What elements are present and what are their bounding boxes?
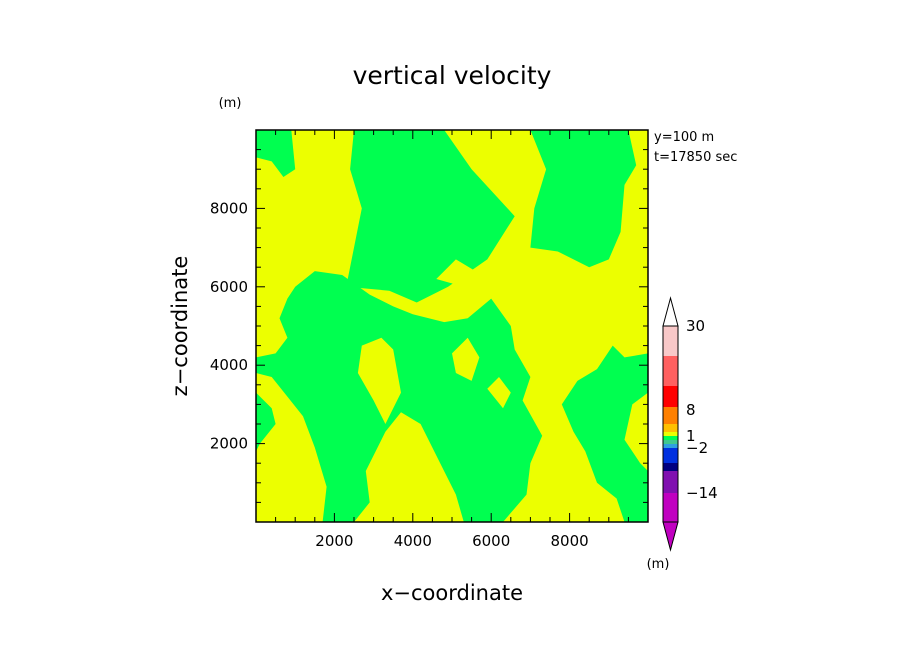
x-tick-label: 2000 <box>315 532 353 550</box>
colorbar-label: 1 <box>686 427 696 445</box>
colorbar-label: −14 <box>686 484 718 502</box>
colorbar-band-1 <box>663 356 678 386</box>
colorbar-band-3 <box>663 407 678 424</box>
green-region-1 <box>530 130 637 268</box>
colorbar-band-0 <box>663 326 678 356</box>
chart-title: vertical velocity <box>353 61 552 90</box>
colorbar-band-6 <box>663 436 678 440</box>
colorbar-band-12 <box>663 493 678 522</box>
yellow-region-3 <box>436 259 476 287</box>
x-tick-label: 8000 <box>551 532 589 550</box>
yellow-region-4 <box>377 435 401 471</box>
colorbar-band-9 <box>663 448 678 463</box>
x-tick-label: 4000 <box>394 532 432 550</box>
yellow-region-2 <box>487 377 511 409</box>
yellow-region-1 <box>452 337 480 381</box>
heatmap-field <box>256 130 648 522</box>
colorbar-band-5 <box>663 432 678 436</box>
colorbar-bottom-extension <box>662 521 679 552</box>
annotation-t: t=17850 sec <box>654 150 737 165</box>
y-tick-label: 8000 <box>210 199 248 217</box>
y-tick-label: 6000 <box>210 278 248 296</box>
field-cells <box>256 130 648 522</box>
colorbar: 30 8 1−2 −14 <box>662 296 718 552</box>
colorbar-band-4 <box>663 424 678 432</box>
green-region-4 <box>561 345 648 522</box>
colorbar-frame <box>662 325 679 523</box>
colorbar-band-11 <box>663 471 678 493</box>
yellow-region-0 <box>357 337 401 424</box>
x-axis-ticks: 2000 4000 6000 8000 <box>275 130 629 550</box>
colorbar-label: 8 <box>686 401 696 419</box>
colorbar-band-10 <box>663 463 678 471</box>
y-tick-label: 2000 <box>210 435 248 453</box>
green-region-6 <box>256 130 264 138</box>
colorbar-top-extension <box>662 296 679 327</box>
colorbar-band-2 <box>663 386 678 407</box>
green-region-2 <box>256 130 296 177</box>
y-unit-label: (m) <box>219 96 242 111</box>
x-axis-label: x−coordinate <box>381 581 523 605</box>
colorbar-band-8 <box>663 444 678 448</box>
green-region-0 <box>346 130 515 303</box>
y-axis-label: z−coordinate <box>168 256 192 397</box>
colorbar-unit-label: (m) <box>647 557 670 572</box>
y-tick-label: 4000 <box>210 356 248 374</box>
colorbar-label: −2 <box>686 439 708 457</box>
annotation-y: y=100 m <box>654 130 714 145</box>
y-axis-ticks: 2000 4000 6000 8000 <box>210 149 648 503</box>
green-region-3 <box>256 271 543 522</box>
green-region-5 <box>256 392 276 452</box>
colorbar-label: 30 <box>686 317 705 335</box>
x-tick-label: 6000 <box>472 532 510 550</box>
colorbar-band-7 <box>663 440 678 444</box>
